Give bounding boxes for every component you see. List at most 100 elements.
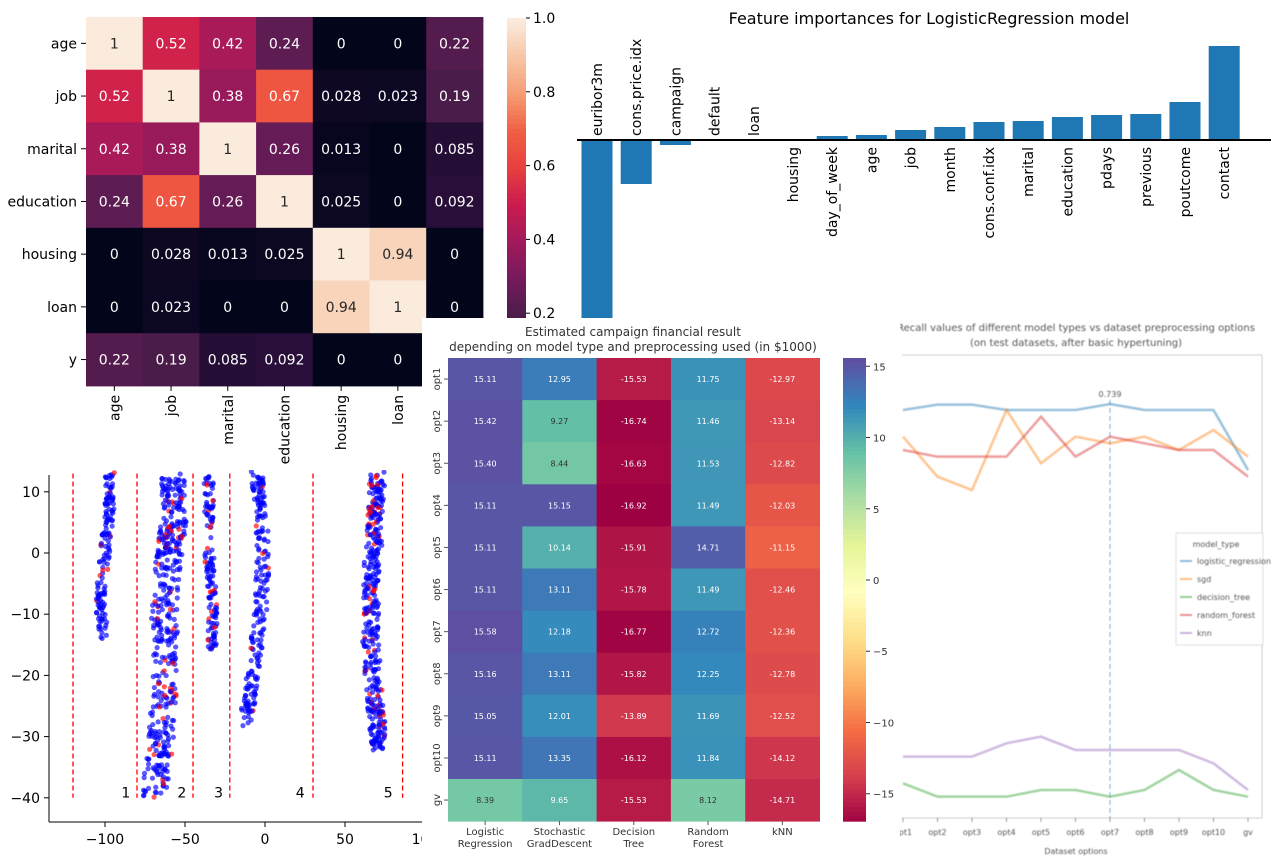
scatter-point	[158, 596, 164, 602]
cell-value-label: 13.11	[548, 586, 571, 595]
scatter-point	[374, 633, 380, 640]
y-tick-label: loan	[47, 300, 77, 316]
scatter-point	[372, 735, 378, 741]
scatter-point	[368, 700, 374, 706]
scatter-point	[141, 775, 147, 781]
heatmap-cell	[369, 17, 427, 71]
cell-value-label: -12.97	[769, 375, 795, 384]
scatter-point	[261, 626, 267, 632]
scatter-point	[265, 538, 271, 545]
scatter-point	[104, 552, 110, 559]
cell-value-label: 15.11	[474, 543, 497, 552]
heatmap-cell	[199, 227, 257, 281]
cell-value-label: 12.72	[697, 628, 720, 637]
colorbar-segment	[507, 257, 526, 264]
scatter-point	[367, 727, 373, 733]
cell-value-label: -15.53	[621, 375, 647, 384]
scatter-point	[249, 708, 255, 714]
scatter-point	[207, 524, 213, 530]
scatter-point	[213, 608, 219, 614]
heatmap-cell	[522, 484, 598, 527]
colorbar-segment	[507, 193, 526, 199]
feature-label: poutcome	[1178, 147, 1194, 217]
scatter-point	[369, 504, 375, 510]
colorbar-segment	[843, 358, 866, 364]
scatter-point	[99, 630, 105, 636]
heatmap-cell	[596, 400, 672, 443]
scatter-point	[202, 552, 208, 558]
heatmap-cell	[369, 333, 427, 387]
scatter-point	[110, 510, 116, 516]
feature-importance-title: Feature importances for LogisticRegressi…	[729, 9, 1130, 28]
scatter-point	[208, 482, 214, 488]
heatmap-cell	[256, 17, 314, 71]
scatter-point	[155, 771, 161, 778]
scatter-point	[210, 498, 216, 504]
x-tick-label: opt6	[1066, 828, 1084, 837]
colorbar-segment	[843, 700, 866, 706]
feature-bar	[1051, 117, 1083, 140]
colorbar-segment	[507, 188, 526, 194]
scatter-point	[363, 580, 369, 586]
scatter-point	[155, 719, 161, 725]
colorbar-segment	[843, 723, 866, 730]
heatmap-cell	[256, 175, 314, 229]
feature-label: cons.conf.idx	[982, 147, 998, 238]
heatmap-cell	[312, 122, 370, 176]
heatmap-cell	[448, 736, 523, 780]
cell-value-label: -13.14	[769, 417, 795, 426]
heatmap-cell	[199, 175, 257, 229]
scatter-point	[363, 660, 369, 666]
cell-value-label: 12.25	[697, 670, 720, 679]
scatter-point	[166, 590, 173, 596]
colorbar-segment	[507, 156, 526, 162]
scatter-point	[155, 603, 161, 609]
colorbar-segment	[843, 635, 866, 642]
series-line-logistic_regression	[902, 402, 1250, 471]
scatter-point	[170, 568, 176, 574]
cell-value-label: 8.39	[476, 796, 494, 805]
x-tick-label: housing	[334, 395, 350, 450]
heatmap-cell	[522, 694, 598, 738]
heatmap-cell	[256, 280, 314, 334]
scatter-point	[177, 520, 184, 526]
scatter-point	[372, 649, 378, 655]
heatmap-cell	[448, 694, 523, 738]
scatter-point	[103, 475, 109, 481]
cell-value-label: -12.52	[769, 712, 795, 721]
feature-bar	[1012, 121, 1044, 140]
feature-bar	[816, 136, 848, 140]
colorbar-segment	[507, 248, 526, 254]
colorbar-segment	[507, 253, 526, 259]
recall-line-chart: Recall values of different model types v…	[894, 323, 1271, 856]
heatmap-cell	[448, 358, 523, 401]
cell-value-label: 15.11	[474, 586, 497, 595]
campaign-title-line-1: Estimated campaign financial result	[525, 325, 741, 339]
cell-value-label: -14.12	[769, 754, 795, 763]
scatter-point	[239, 707, 245, 713]
scatter-point	[165, 486, 171, 492]
cell-value-label: 0	[337, 36, 346, 52]
colorbar-segment	[507, 82, 526, 88]
cell-value-label: 0	[223, 300, 232, 316]
cell-value-label: 0.38	[212, 89, 243, 105]
scatter-point	[142, 788, 148, 794]
scatter-point	[253, 599, 259, 605]
colorbar-segment	[843, 807, 866, 813]
colorbar-segment	[507, 165, 526, 171]
colorbar-segment	[507, 101, 526, 107]
scatter-point	[104, 517, 111, 523]
scatter-point	[108, 485, 114, 492]
scatter-point	[153, 747, 159, 753]
scatter-point	[171, 523, 177, 529]
scatter-point	[170, 681, 176, 687]
colorbar-segment	[843, 413, 866, 419]
scatter-point	[167, 606, 174, 612]
cell-value-label: 0	[110, 247, 119, 263]
cell-value-label: 0	[393, 36, 402, 52]
colorbar-segment	[507, 216, 526, 222]
feature-bar	[895, 130, 927, 140]
colorbar-segment	[843, 742, 866, 748]
colorbar-segment	[843, 408, 866, 415]
scatter-point	[165, 776, 171, 782]
